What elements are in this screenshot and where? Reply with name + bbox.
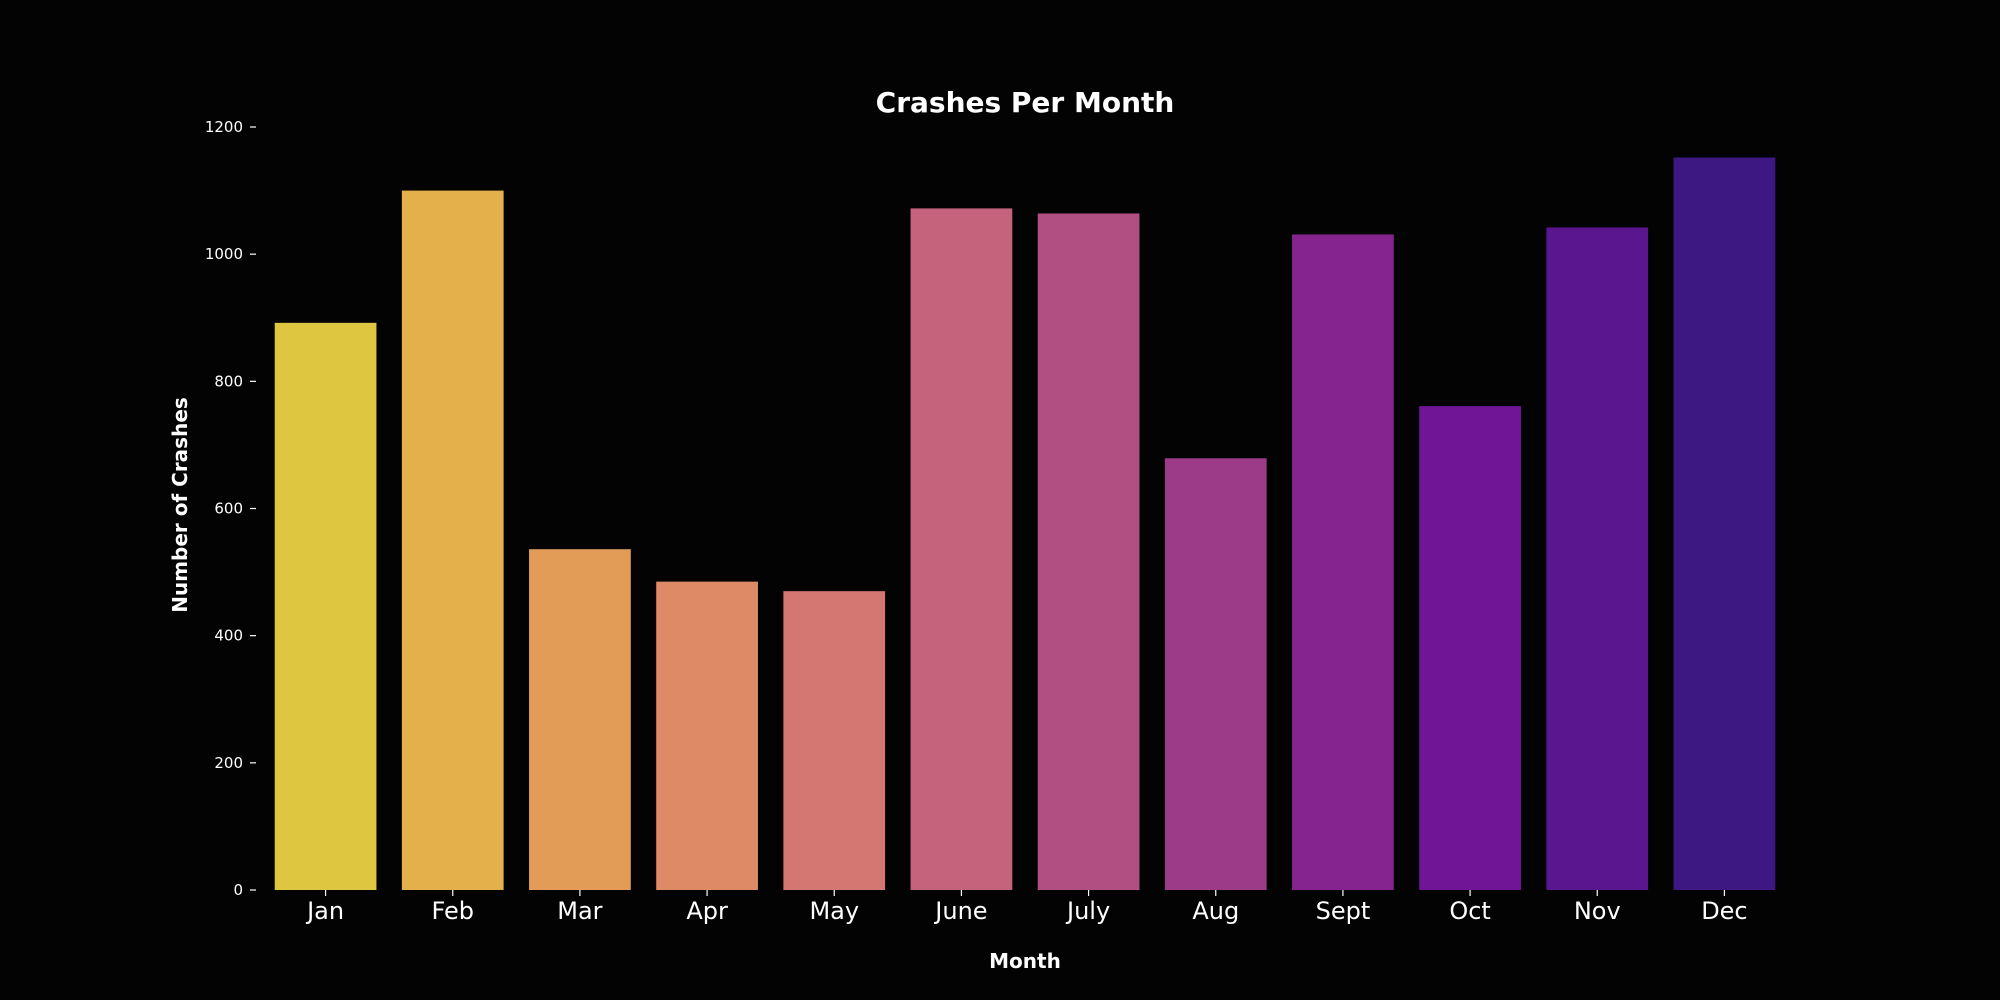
bar-may xyxy=(783,591,886,890)
x-tick-label-aug: Aug xyxy=(1192,897,1239,925)
y-tick-label: 0 xyxy=(233,881,243,899)
x-tick-label-apr: Apr xyxy=(686,897,728,925)
chart-title: Crashes Per Month xyxy=(876,86,1175,119)
x-tick-label-feb: Feb xyxy=(432,897,475,925)
y-tick-label: 200 xyxy=(214,754,243,772)
y-axis-label: Number of Crashes xyxy=(168,397,192,613)
bars-group xyxy=(274,157,1776,891)
bar-oct xyxy=(1419,406,1521,890)
bar-sept xyxy=(1292,234,1394,891)
bar-apr xyxy=(656,581,758,890)
bar-aug xyxy=(1164,458,1267,890)
y-tick-label: 800 xyxy=(214,372,243,390)
bar-feb xyxy=(401,190,504,891)
bar-july xyxy=(1037,213,1140,890)
bar-mar xyxy=(529,549,631,890)
bar-nov xyxy=(1546,227,1649,890)
bar-june xyxy=(910,208,1013,891)
bar-jan xyxy=(274,322,377,890)
x-tick-label-nov: Nov xyxy=(1574,897,1621,925)
x-tick-label-may: May xyxy=(809,897,859,925)
x-axis-ticks: Jan Feb Mar Apr May June July Aug Sept Oct Nov Dec xyxy=(305,890,1748,925)
y-tick-label: 1200 xyxy=(205,118,243,136)
y-axis-ticks: 0 200 400 600 800 1000 1200 xyxy=(205,118,256,899)
x-tick-label-jan: Jan xyxy=(305,897,344,925)
x-tick-label-dec: Dec xyxy=(1701,897,1747,925)
x-axis-label: Month xyxy=(989,949,1061,973)
bar-dec xyxy=(1673,157,1776,890)
y-tick-label: 400 xyxy=(214,627,243,645)
y-tick-label: 600 xyxy=(214,500,243,518)
x-tick-label-june: June xyxy=(933,897,987,925)
x-tick-label-mar: Mar xyxy=(557,897,602,925)
x-tick-label-oct: Oct xyxy=(1449,897,1491,925)
y-tick-label: 1000 xyxy=(205,245,243,263)
x-tick-label-july: July xyxy=(1065,897,1110,925)
x-tick-label-sept: Sept xyxy=(1316,897,1371,925)
